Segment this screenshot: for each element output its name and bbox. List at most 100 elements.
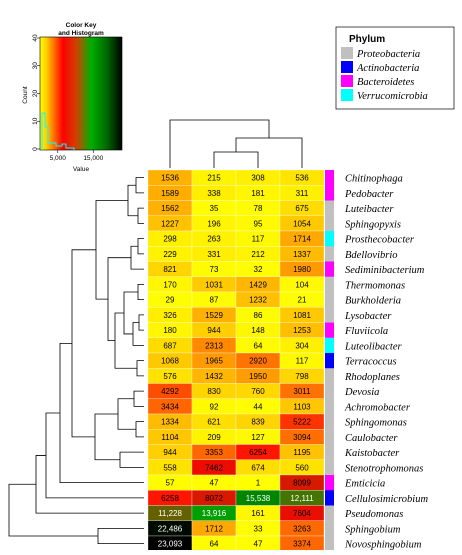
cell-value-label: 1031: [205, 280, 223, 289]
cell-value-label: 1: [256, 479, 261, 488]
cell-value-label: 229: [163, 250, 177, 259]
cell-value-label: 1589: [161, 189, 179, 198]
cell-value-label: 1334: [161, 418, 179, 427]
cell-value-label: 1429: [249, 280, 267, 289]
cell-value-label: 675: [295, 204, 309, 213]
phylum-bar-segment: [325, 429, 334, 445]
cell-value-label: 11,228: [158, 509, 182, 518]
row-dendrogram-branch: [135, 421, 144, 438]
genus-label: Stenotrophomonas: [345, 463, 423, 474]
genus-label: Luteibacter: [344, 204, 394, 215]
phylum-bar-segment: [325, 383, 334, 399]
cell-value-label: 117: [252, 235, 265, 244]
legend-swatch: [341, 61, 353, 73]
row-dendrogram-branch: [133, 390, 144, 407]
cell-value-label: 33: [254, 524, 263, 533]
cell-value-label: 44: [254, 402, 263, 411]
column-dendrogram: [169, 119, 303, 168]
cell-value-label: 73: [210, 265, 219, 274]
cell-value-label: 12,111: [290, 494, 314, 503]
color-key-x-axis: 5,000 15,000: [50, 150, 104, 162]
cell-value-label: 92: [210, 402, 219, 411]
cell-value-label: 326: [163, 311, 177, 320]
cell-value-label: 558: [163, 463, 177, 472]
cell-value-label: 536: [295, 174, 309, 183]
color-key-ytick-label: 10: [32, 117, 39, 125]
genus-label: Cellulosimicrobium: [345, 494, 428, 505]
genus-label: Achromobacter: [344, 402, 411, 413]
color-key-ytick-label: 40: [32, 34, 39, 42]
cell-value-label: 6254: [249, 448, 267, 457]
cell-value-label: 215: [207, 174, 221, 183]
cell-value-label: 1068: [161, 357, 179, 366]
cell-value-label: 944: [207, 326, 221, 335]
cell-value-label: 560: [295, 463, 309, 472]
cell-value-label: 1562: [161, 204, 179, 213]
cell-value-label: 87: [210, 296, 219, 305]
phylum-bar-segment: [325, 475, 334, 491]
legend-box: [335, 26, 455, 110]
phylum-bar-segment: [325, 459, 334, 476]
row-dendrogram-branch: [59, 342, 144, 484]
legend-items: Proteobacteria Actinobacteria Bacteroidete…: [341, 47, 428, 102]
genus-label: Caulobacter: [345, 433, 398, 444]
genus-label: Rhodoplanes: [344, 372, 400, 383]
cell-value-label: 1232: [249, 296, 267, 305]
row-dendrogram-branch: [127, 184, 138, 217]
genus-label: Luteolibacter: [344, 341, 402, 352]
row-dendrogram-branch: [107, 257, 131, 342]
row-dendrogram-branch: [123, 291, 138, 335]
row-dendrogram: [8, 177, 144, 545]
genus-label: Emticicia: [344, 479, 385, 490]
cell-value-label: 621: [207, 418, 221, 427]
legend-title: Phylum: [349, 34, 385, 45]
phylum-bar-segment: [325, 337, 334, 354]
cell-value-label: 311: [296, 189, 309, 198]
cell-value-label: 798: [295, 372, 309, 381]
cell-value-label: 4292: [161, 387, 179, 396]
genus-label: Thermomonas: [345, 280, 405, 291]
cell-value-label: 64: [210, 540, 219, 549]
cell-value-label: 161: [251, 509, 265, 518]
color-key-title-line1: Color Key: [66, 22, 97, 29]
row-dendrogram-branch: [94, 413, 120, 461]
genus-label: Pedobacter: [344, 189, 394, 200]
cell-value-label: 180: [163, 326, 177, 335]
cell-value-label: 674: [251, 463, 265, 472]
color-key-title-line2: and Histogram: [58, 30, 104, 37]
cell-value-label: 117: [296, 357, 309, 366]
cell-value-label: 3011: [293, 387, 311, 396]
cell-value-label: 821: [163, 265, 177, 274]
cell-value-label: 3434: [161, 402, 179, 411]
phylum-bar-segment: [325, 520, 334, 537]
genus-label: Burkholderia: [345, 296, 401, 307]
cell-value-label: 3374: [293, 540, 311, 549]
color-key-histogram: [41, 112, 75, 150]
phylum-bar-segment: [325, 368, 334, 384]
cell-value-label: 1714: [293, 235, 311, 244]
cell-value-label: 331: [207, 250, 221, 259]
cell-value-label: 308: [251, 174, 265, 183]
cell-value-label: 1054: [293, 219, 311, 228]
phylum-color-bar: [325, 170, 334, 552]
phylum-bar-segment: [325, 215, 334, 232]
cell-value-label: 7462: [205, 463, 223, 472]
row-dendrogram-branch: [95, 200, 128, 300]
phylum-bar-segment: [325, 200, 334, 216]
phylum-bar-segment: [325, 170, 334, 186]
cell-value-label: 181: [251, 189, 265, 198]
genus-label: Bdellovibrio: [345, 250, 398, 261]
phylum-bar-segment: [325, 536, 334, 552]
cell-value-label: 13,916: [202, 509, 227, 518]
genus-label: Pseudomonas: [344, 509, 403, 520]
cell-value-label: 1337: [293, 250, 311, 259]
row-dendrogram-branch: [137, 207, 144, 224]
phylum-bar-segment: [325, 292, 334, 308]
row-dendrogram-branch: [8, 483, 98, 537]
color-key-xlabel: Value: [73, 166, 90, 173]
cell-value-label: 830: [207, 387, 221, 396]
phylum-bar-segment: [325, 246, 334, 262]
cell-value-label: 760: [251, 387, 265, 396]
